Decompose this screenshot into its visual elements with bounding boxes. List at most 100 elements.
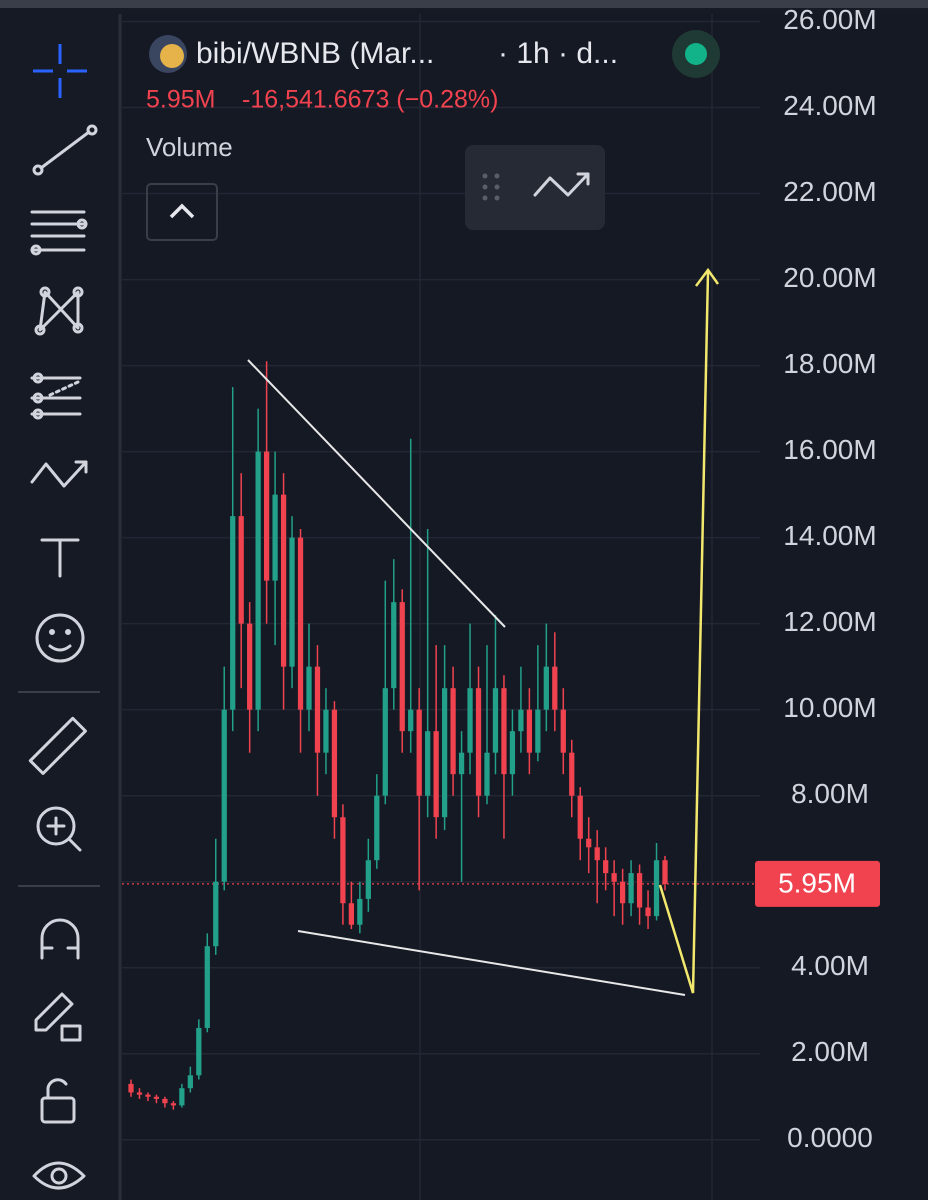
candle-body	[662, 860, 668, 884]
y-tick-label: 10.00M	[783, 692, 876, 723]
candle-body	[399, 602, 405, 732]
candle-body	[619, 881, 626, 904]
y-tick-label: 20.00M	[783, 262, 876, 293]
ruler-tool[interactable]	[28, 716, 87, 775]
top-bar	[0, 0, 928, 8]
trendline	[297, 930, 686, 996]
candle-body	[230, 516, 236, 710]
candle-body	[374, 795, 380, 861]
y-tick-label: 16.00M	[783, 434, 876, 465]
candle-body	[594, 847, 600, 861]
drag-handle[interactable]	[482, 173, 500, 201]
prediction-tool[interactable]	[30, 460, 88, 488]
candle-body	[484, 752, 490, 796]
candle-body	[136, 1092, 143, 1095]
candle-body	[526, 709, 533, 753]
crosshair-tool[interactable]	[33, 44, 87, 98]
candle-body	[263, 451, 270, 581]
fib-tool[interactable]	[30, 210, 88, 256]
candle-body	[611, 873, 617, 882]
grid	[122, 20, 760, 1141]
candle-body	[560, 709, 566, 753]
candle-body	[238, 516, 244, 624]
candle-body	[179, 1088, 185, 1106]
candle-body	[348, 903, 355, 925]
y-tick-label: 2.00M	[791, 1036, 869, 1067]
symbol-title: bibi/WBNB (Mar...	[196, 37, 434, 70]
candle-body	[280, 494, 287, 667]
token-logo	[160, 44, 184, 68]
candle-body	[247, 623, 253, 710]
candle-body	[577, 795, 583, 839]
candle-body	[391, 602, 397, 689]
interval: · 1h · d...	[498, 37, 618, 70]
candle-body	[475, 688, 482, 796]
price-axis: 0.00002.00M4.00M6.00M8.00M10.00M12.00M14…	[755, 4, 880, 1153]
candle-body	[382, 688, 388, 796]
candle-body	[586, 838, 592, 848]
candle-body	[569, 752, 575, 796]
candle-body	[433, 731, 439, 818]
last-price-tag-label: 5.95M	[778, 867, 856, 898]
candle-body	[187, 1075, 193, 1089]
text-tool[interactable]	[40, 538, 80, 578]
collapse-button[interactable]	[146, 183, 218, 241]
y-tick-label: 4.00M	[791, 950, 869, 981]
candle-body	[492, 688, 499, 753]
candle-body	[145, 1094, 151, 1097]
emoji-tool[interactable]	[35, 613, 85, 663]
collapse-icon	[169, 203, 195, 219]
arrow-head	[695, 267, 720, 287]
y-tick-label: 12.00M	[783, 606, 876, 637]
floating-toolbar	[465, 145, 605, 230]
candle-body	[628, 873, 634, 904]
candle-body	[297, 537, 304, 710]
candle-body	[289, 537, 295, 667]
projection-line	[658, 271, 710, 994]
pattern-tool[interactable]	[34, 286, 84, 336]
candles	[128, 361, 668, 1110]
candle-body	[603, 860, 609, 874]
candle-body	[221, 709, 227, 882]
forecast-tool[interactable]	[30, 372, 82, 420]
candle-body	[518, 709, 524, 732]
floating-tool[interactable]	[533, 172, 590, 197]
y-tick-label: 18.00M	[783, 348, 876, 379]
candle-body	[653, 860, 660, 917]
candle-body	[357, 898, 363, 925]
candle-body	[425, 731, 431, 796]
candle-body	[543, 666, 549, 710]
y-tick-label: 0.0000	[787, 1122, 873, 1153]
magnet-tool[interactable]	[40, 918, 80, 960]
y-tick-label: 24.00M	[783, 90, 876, 121]
candle-body	[450, 688, 456, 775]
y-tick-label: 22.00M	[783, 176, 876, 207]
candle-body	[441, 688, 448, 818]
status-dot	[685, 43, 707, 65]
toolbar	[18, 44, 100, 1190]
candle-body	[204, 946, 210, 1028]
candle-body	[501, 688, 507, 775]
line-tool[interactable]	[32, 124, 98, 176]
zoom-tool[interactable]	[36, 806, 82, 852]
lock-drawing-tool[interactable]	[34, 992, 82, 1042]
candle-body	[170, 1103, 177, 1106]
last-price: 5.95M	[146, 86, 215, 114]
candle-body	[408, 709, 414, 732]
candle-body	[458, 752, 465, 775]
candle-body	[272, 494, 278, 581]
trendline	[247, 359, 506, 628]
visibility-tool[interactable]	[32, 1161, 86, 1190]
lock-tool[interactable]	[40, 1078, 76, 1124]
y-tick-label: 14.00M	[783, 520, 876, 551]
indicator-label: Volume	[146, 132, 233, 162]
candle-body	[645, 907, 651, 917]
candle-body	[196, 1027, 202, 1076]
candle-body	[340, 817, 346, 904]
candle-body	[213, 881, 219, 947]
candle-body	[467, 688, 473, 753]
candle-body	[636, 873, 643, 908]
y-tick-label: 26.00M	[783, 4, 876, 35]
